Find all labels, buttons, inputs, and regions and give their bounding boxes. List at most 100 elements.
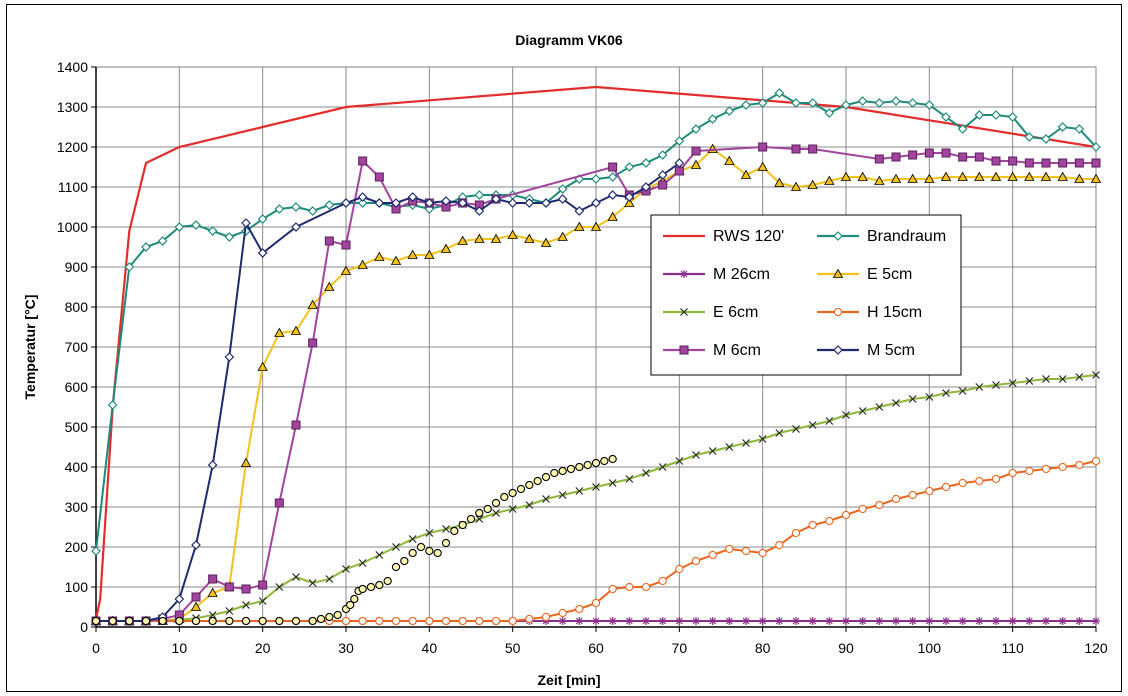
- legend-box: [650, 214, 962, 376]
- data-point: [842, 617, 850, 625]
- data-point: [675, 457, 684, 465]
- data-point: [892, 399, 900, 407]
- data-point: [740, 169, 752, 179]
- data-point: [374, 251, 385, 261]
- x-tick-label: 100: [918, 640, 942, 656]
- data-point: [475, 616, 484, 626]
- data-point: [274, 327, 285, 337]
- data-point: [691, 556, 701, 566]
- data-point: [608, 454, 617, 464]
- data-point: [874, 175, 885, 185]
- data-point: [808, 144, 818, 154]
- data-point: [925, 393, 934, 401]
- data-point: [440, 243, 452, 253]
- data-point: [174, 594, 185, 604]
- data-point: [240, 457, 252, 467]
- legend-label: M 6cm: [713, 342, 761, 359]
- data-point: [957, 124, 968, 134]
- data-point: [224, 582, 234, 592]
- data-point: [857, 96, 868, 106]
- data-point: [408, 616, 417, 626]
- data-point: [557, 231, 568, 241]
- data-point: [690, 159, 702, 169]
- data-point: [475, 508, 484, 518]
- x-tick-label: 80: [755, 640, 771, 656]
- data-point: [291, 420, 301, 430]
- data-point: [258, 580, 268, 590]
- data-point: [492, 509, 500, 517]
- data-point: [891, 494, 901, 504]
- data-point: [725, 443, 734, 451]
- data-point: [375, 616, 384, 626]
- data-point: [575, 462, 584, 472]
- data-point: [258, 616, 267, 626]
- data-point: [608, 617, 617, 625]
- data-point: [491, 194, 501, 204]
- data-point: [758, 548, 767, 558]
- data-point: [807, 179, 818, 189]
- data-point: [607, 172, 618, 182]
- data-point: [825, 617, 834, 625]
- data-point: [675, 564, 684, 574]
- data-point: [1007, 112, 1018, 122]
- data-point: [1091, 142, 1101, 152]
- x-tick-label: 10: [172, 640, 188, 656]
- data-point: [391, 198, 401, 208]
- data-point: [358, 616, 367, 626]
- data-point: [607, 211, 618, 221]
- data-point: [874, 98, 885, 108]
- data-point: [374, 172, 384, 182]
- data-point: [757, 98, 768, 108]
- data-point: [590, 221, 602, 231]
- data-point: [525, 480, 534, 490]
- data-point: [641, 158, 651, 168]
- data-point: [392, 543, 400, 551]
- data-point: [408, 535, 417, 543]
- data-point: [591, 198, 601, 208]
- data-point: [833, 345, 843, 355]
- data-point: [158, 616, 167, 626]
- data-point: [592, 617, 600, 625]
- data-point: [91, 616, 101, 626]
- data-point: [525, 501, 534, 509]
- data-point: [657, 150, 668, 160]
- data-point: [357, 259, 368, 269]
- data-point: [692, 617, 700, 625]
- data-point: [107, 400, 118, 410]
- data-point: [925, 617, 934, 625]
- data-point: [1074, 124, 1085, 134]
- x-tick-label: 0: [92, 640, 100, 656]
- data-point: [1008, 156, 1018, 166]
- data-point: [641, 582, 651, 592]
- data-point: [457, 198, 468, 208]
- data-point: [891, 96, 901, 106]
- data-point: [291, 202, 301, 212]
- data-point: [542, 495, 550, 503]
- data-point: [558, 491, 567, 499]
- data-point: [516, 484, 526, 494]
- data-point: [425, 529, 434, 537]
- data-point: [658, 180, 668, 190]
- data-point: [833, 231, 843, 241]
- data-point: [1075, 617, 1084, 625]
- data-point: [541, 472, 551, 482]
- data-point: [791, 98, 801, 108]
- data-point: [991, 474, 1001, 484]
- data-point: [441, 196, 451, 206]
- data-point: [341, 616, 351, 626]
- y-tick-label: 800: [65, 299, 89, 315]
- data-point: [407, 192, 418, 202]
- data-point: [924, 148, 934, 158]
- legend-label: M 5cm: [867, 342, 915, 359]
- data-point: [341, 240, 351, 250]
- data-point: [307, 299, 318, 309]
- data-point: [574, 221, 585, 231]
- data-point: [975, 383, 984, 391]
- data-point: [390, 255, 402, 265]
- data-point: [141, 616, 151, 626]
- data-point: [624, 197, 635, 207]
- data-point: [908, 490, 917, 500]
- data-point: [1007, 171, 1018, 181]
- series-line: [94, 85, 1097, 620]
- data-point: [824, 175, 835, 185]
